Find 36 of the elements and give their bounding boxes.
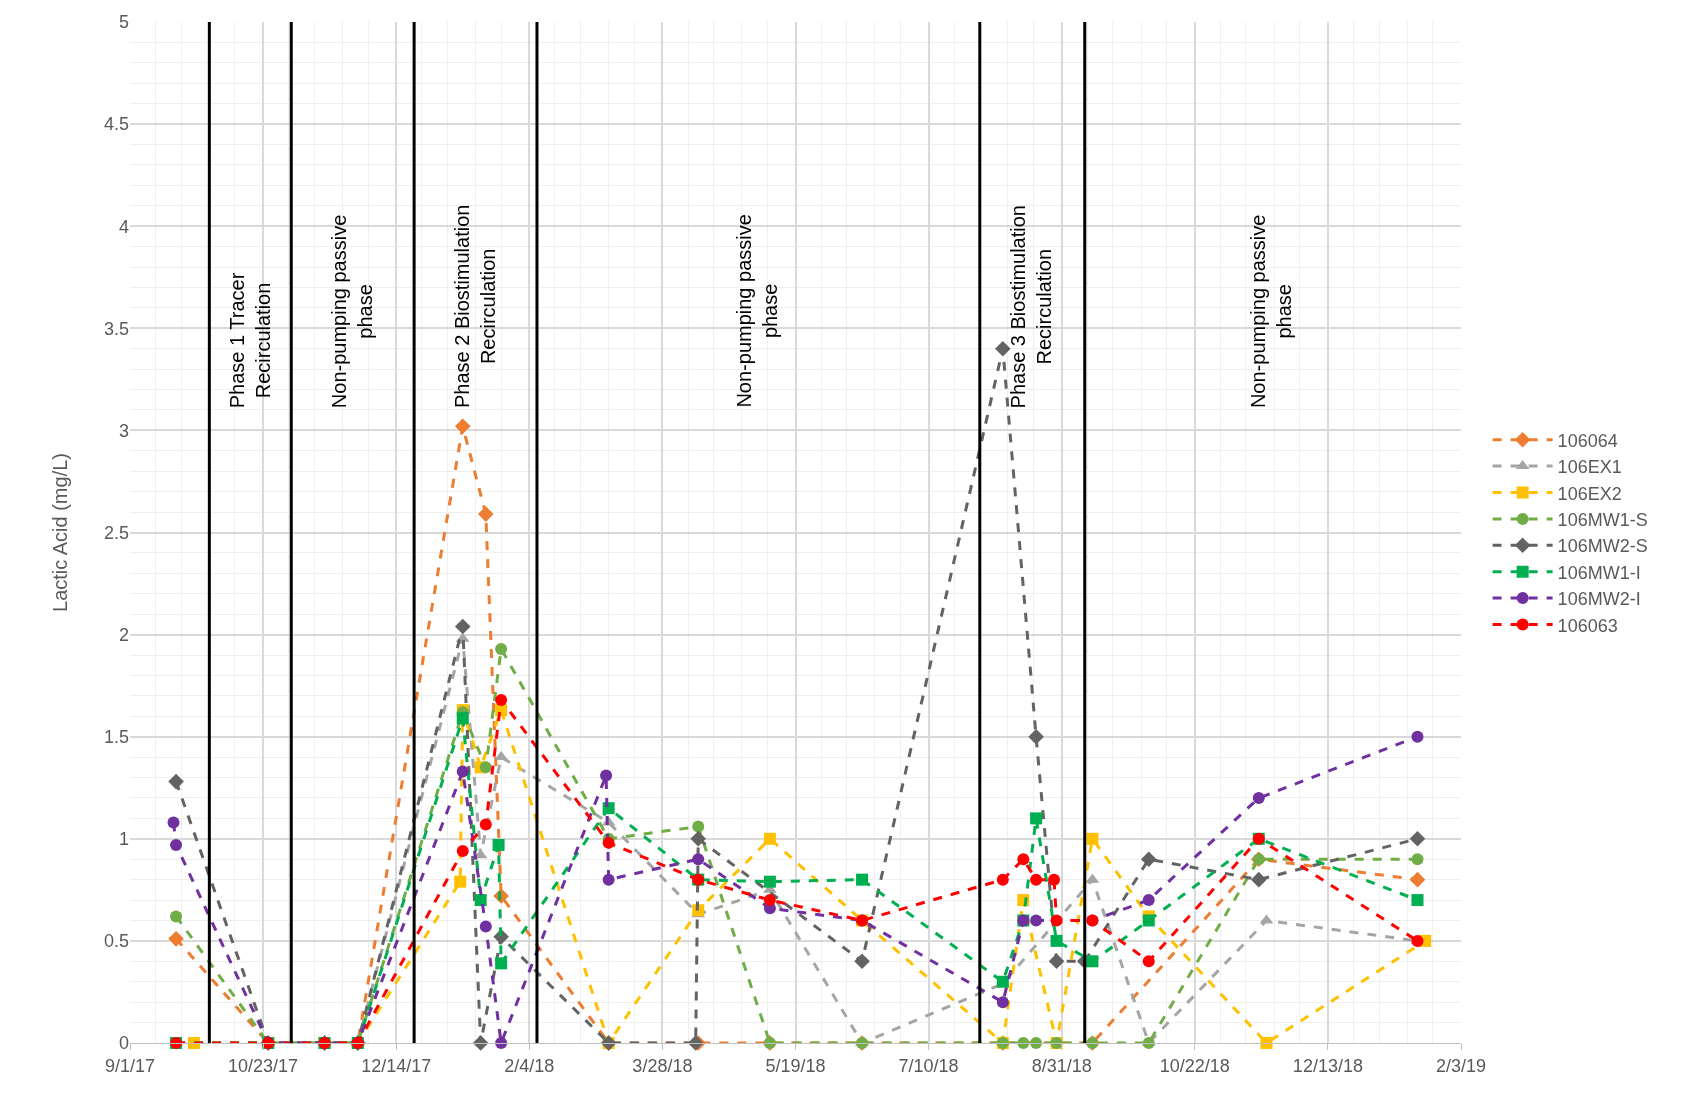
x-tick-label: 7/10/18 [898, 1055, 959, 1076]
legend-label: 106064 [1557, 430, 1618, 451]
x-tick-label: 2/4/18 [504, 1055, 555, 1076]
annotation: Non-pumping passive phase [328, 214, 377, 409]
annotation: Non-pumping passive phase [1247, 214, 1296, 409]
y-tick-label: 4 [118, 216, 129, 237]
legend-label: 106EX2 [1557, 483, 1622, 504]
annotation: Non-pumping passive phase [732, 214, 781, 408]
legend-label: 106063 [1557, 615, 1618, 636]
y-tick-label: 1 [118, 829, 129, 850]
y-tick-label: 0.5 [103, 931, 129, 952]
y-tick-label: 2.5 [103, 522, 129, 543]
legend-label: 106MW1-S [1557, 509, 1648, 530]
x-tick-label: 9/1/17 [104, 1055, 156, 1076]
annotation: Phase 1 Tracer Recirculation [226, 272, 275, 409]
x-tick-label: 8/31/18 [1031, 1055, 1092, 1076]
y-axis-title: Lactic Acid (mg/L) [49, 453, 72, 612]
x-tick-label: 10/23/17 [228, 1055, 299, 1076]
legend-label: 106MW2-S [1557, 536, 1648, 557]
legend-label: 106MW2-I [1557, 589, 1641, 610]
legend-label: 106MW1-I [1557, 562, 1641, 583]
x-tick-label: 12/14/17 [361, 1055, 432, 1076]
y-tick-label: 5 [118, 12, 129, 33]
y-tick-label: 0 [118, 1033, 129, 1054]
y-tick-label: 3 [118, 420, 129, 441]
x-tick-label: 2/3/19 [1435, 1055, 1487, 1076]
y-tick-label: 2 [118, 624, 129, 645]
x-tick-label: 12/13/18 [1292, 1055, 1363, 1076]
y-tick-label: 3.5 [103, 318, 129, 339]
y-tick-label: 1.5 [103, 727, 129, 747]
annotation: Phase 3 Biostimulation Recirculation [1006, 205, 1055, 409]
x-tick-label: 3/28/18 [632, 1055, 693, 1076]
y-tick-label: 4.5 [103, 114, 129, 135]
legend-label: 106EX1 [1557, 457, 1622, 478]
x-tick-label: 10/22/18 [1159, 1055, 1230, 1076]
x-tick-label: 5/19/18 [765, 1055, 826, 1076]
